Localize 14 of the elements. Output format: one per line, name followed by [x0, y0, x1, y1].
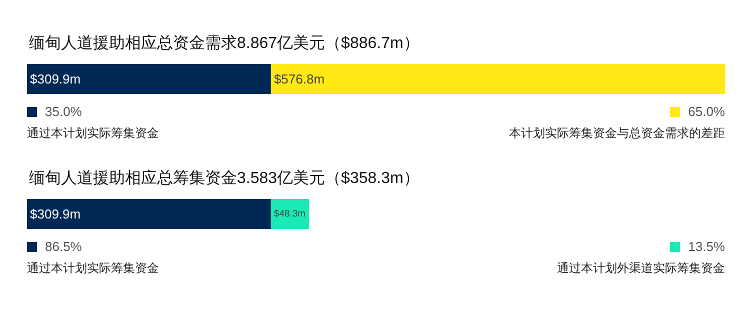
data-label: $309.9m [30, 206, 81, 222]
text: 35.0% [45, 104, 82, 119]
data-label: $309.9m [30, 72, 81, 86]
text: 86.5% [45, 239, 82, 254]
legend-label: 通过本计划实际筹集资金 [27, 260, 159, 277]
text: 13.5% [688, 239, 725, 254]
legend-label: 通过本计划外渠道实际筹集资金 [557, 260, 725, 277]
text: 65.0% [688, 104, 725, 119]
legend-label: 通过本计划实际筹集资金 [27, 125, 159, 142]
chart-title: 缅甸人道援助相应总筹集资金3.583亿美元（$358.3m） [28, 168, 420, 189]
data-label: $48.3m [274, 208, 306, 220]
data-label: $576.8m [274, 72, 325, 86]
chart-title: 缅甸人道援助相应总资金需求8.867亿美元（$886.7m） [28, 34, 420, 54]
legend-label: 本计划实际筹集资金与总资金需求的差距 [509, 125, 725, 142]
